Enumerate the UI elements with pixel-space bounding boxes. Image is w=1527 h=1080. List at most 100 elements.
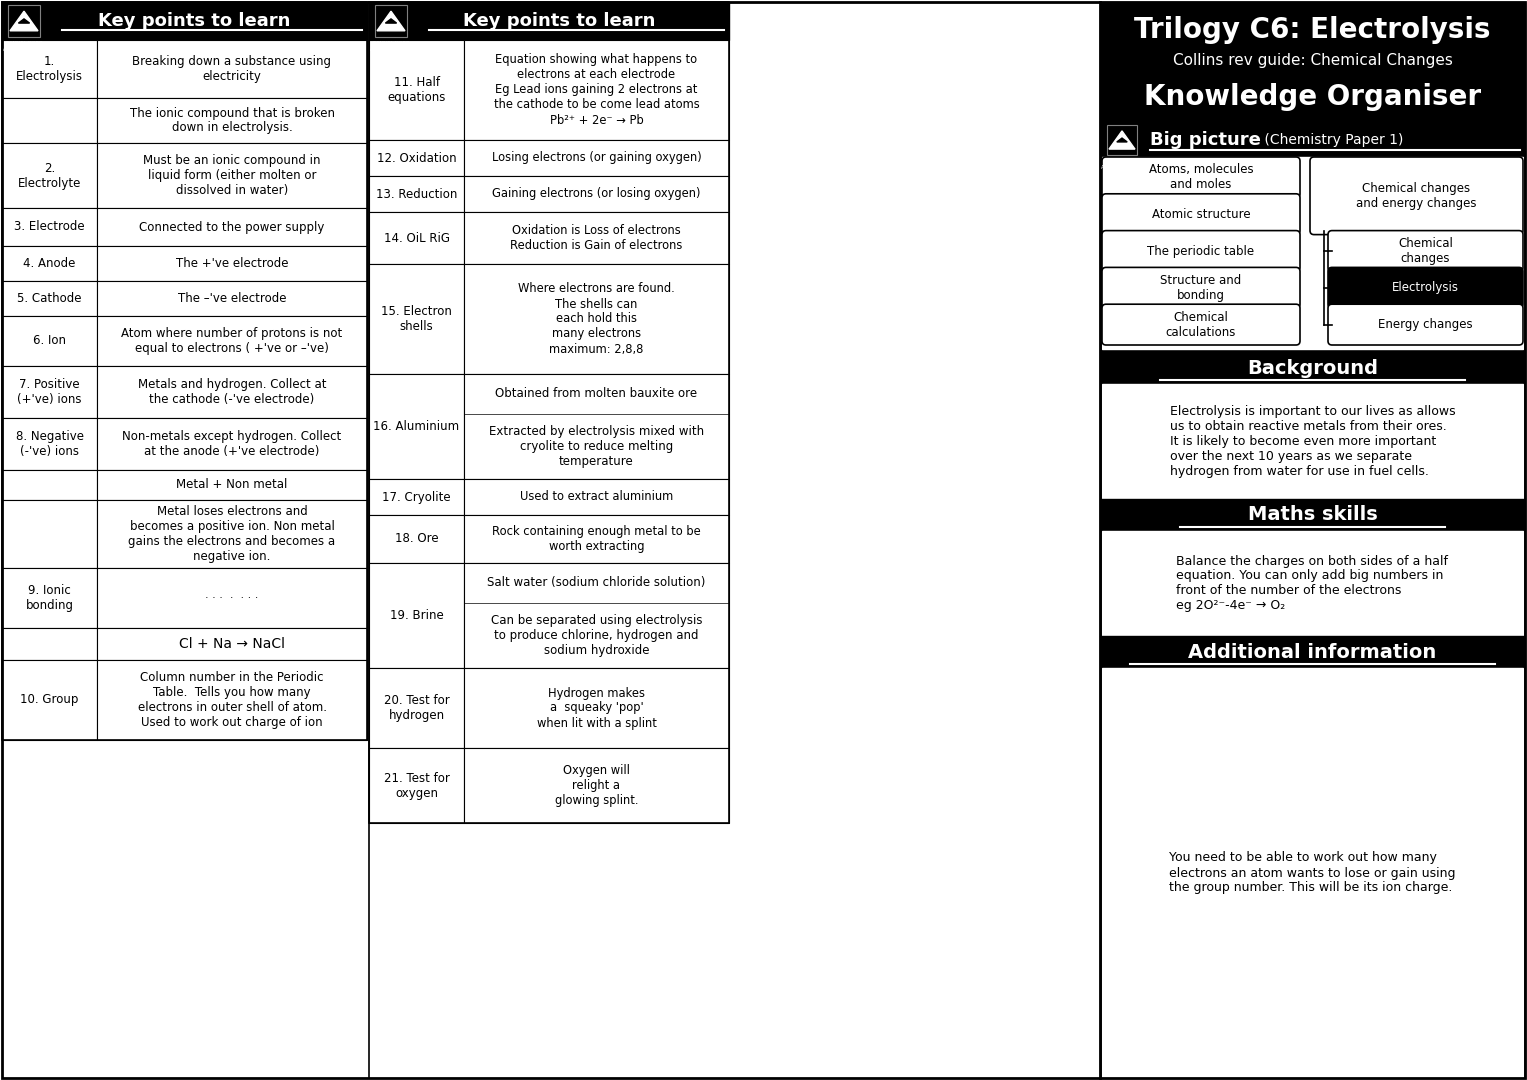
Bar — [370, 176, 464, 212]
FancyBboxPatch shape — [1102, 193, 1299, 234]
Bar — [2, 208, 98, 246]
Text: Used to extract aluminium: Used to extract aluminium — [519, 490, 673, 503]
Text: Electrolysis: Electrolysis — [1393, 281, 1458, 294]
Text: Key points to learn: Key points to learn — [98, 12, 290, 30]
Polygon shape — [1109, 131, 1135, 149]
Bar — [1107, 125, 1138, 156]
Bar — [2, 500, 98, 568]
Text: The periodic table: The periodic table — [1147, 244, 1255, 257]
Text: 8. Negative
(-'ve) ions: 8. Negative (-'ve) ions — [15, 430, 84, 458]
Bar — [98, 366, 366, 418]
Bar — [98, 316, 366, 366]
Bar — [376, 5, 408, 37]
Text: 16. Aluminium: 16. Aluminium — [374, 420, 460, 433]
Text: Equation showing what happens to
electrons at each electrode
Eg Lead ions gainin: Equation showing what happens to electro… — [493, 54, 699, 126]
FancyBboxPatch shape — [1328, 305, 1522, 345]
Bar — [1102, 384, 1522, 499]
Text: Losing electrons (or gaining oxygen): Losing electrons (or gaining oxygen) — [492, 151, 701, 164]
Text: Gaining electrons (or losing oxygen): Gaining electrons (or losing oxygen) — [492, 188, 701, 201]
Bar — [464, 140, 728, 176]
Bar — [370, 563, 464, 669]
Bar — [98, 281, 366, 316]
Text: Metals and hydrogen. Collect at
the cathode (-'ve electrode): Metals and hydrogen. Collect at the cath… — [137, 378, 327, 406]
Polygon shape — [11, 11, 38, 31]
Text: Collins rev guide: Chemical Changes: Collins rev guide: Chemical Changes — [1173, 53, 1452, 67]
Text: Chemical changes
and energy changes: Chemical changes and energy changes — [1356, 181, 1477, 210]
Bar — [1099, 636, 1525, 1078]
Bar — [464, 669, 728, 748]
Text: 14. OiL RiG: 14. OiL RiG — [383, 231, 449, 244]
Bar — [370, 140, 464, 176]
FancyBboxPatch shape — [1102, 305, 1299, 345]
Bar — [1099, 122, 1525, 352]
Bar — [370, 2, 728, 823]
Bar — [98, 208, 366, 246]
Text: SAMUEL WARD
ACADEMY TRUST: SAMUEL WARD ACADEMY TRUST — [3, 41, 44, 52]
Bar — [2, 98, 98, 143]
Text: Extracted by electrolysis mixed with
cryolite to reduce melting
temperature: Extracted by electrolysis mixed with cry… — [489, 424, 704, 468]
Text: Oxygen will
relight a
glowing splint.: Oxygen will relight a glowing splint. — [554, 764, 638, 807]
Text: 20. Test for
hydrogen: 20. Test for hydrogen — [383, 694, 449, 723]
Text: Metal + Non metal: Metal + Non metal — [176, 478, 287, 491]
Bar — [2, 246, 98, 281]
Text: Oxidation is Loss of electrons
Reduction is Gain of electrons: Oxidation is Loss of electrons Reduction… — [510, 224, 683, 252]
Text: 21. Test for
oxygen: 21. Test for oxygen — [383, 771, 449, 799]
Bar — [98, 470, 366, 500]
Text: Metal loses electrons and
becomes a positive ion. Non metal
gains the electrons : Metal loses electrons and becomes a posi… — [128, 505, 336, 563]
Bar — [98, 418, 366, 470]
Bar — [2, 418, 98, 470]
Bar — [370, 480, 464, 515]
Bar — [98, 660, 366, 740]
Text: Energy changes: Energy changes — [1379, 319, 1474, 332]
Bar — [370, 212, 464, 264]
Bar — [1099, 499, 1525, 636]
Text: Atom where number of protons is not
equal to electrons ( +'ve or –'ve): Atom where number of protons is not equa… — [121, 327, 342, 355]
Bar — [464, 40, 728, 140]
Text: 13. Reduction: 13. Reduction — [376, 188, 457, 201]
Text: 18. Ore: 18. Ore — [394, 532, 438, 545]
Text: Salt water (sodium chloride solution): Salt water (sodium chloride solution) — [487, 577, 705, 590]
Polygon shape — [377, 11, 405, 31]
Bar — [464, 176, 728, 212]
Text: Trilogy C6: Electrolysis: Trilogy C6: Electrolysis — [1135, 16, 1490, 44]
Bar — [1099, 2, 1525, 122]
Text: SAMUEL WARD
ACADEMY TRUST: SAMUEL WARD ACADEMY TRUST — [1101, 159, 1142, 170]
Bar — [464, 374, 728, 480]
Text: Connected to the power supply: Connected to the power supply — [139, 220, 325, 233]
Bar — [370, 264, 464, 374]
Bar — [464, 264, 728, 374]
Text: 9. Ionic
bonding: 9. Ionic bonding — [26, 584, 73, 612]
Bar — [464, 748, 728, 823]
Bar — [2, 40, 98, 98]
Text: 1.
Electrolysis: 1. Electrolysis — [15, 55, 82, 83]
Text: 7. Positive
(+'ve) ions: 7. Positive (+'ve) ions — [17, 378, 82, 406]
Bar — [2, 143, 98, 208]
Text: 10. Group: 10. Group — [20, 693, 79, 706]
Bar — [98, 246, 366, 281]
Bar — [2, 627, 98, 660]
Bar — [370, 748, 464, 823]
Bar — [464, 212, 728, 264]
Polygon shape — [1116, 138, 1127, 141]
Text: 3. Electrode: 3. Electrode — [14, 220, 86, 233]
Text: 12. Oxidation: 12. Oxidation — [377, 151, 457, 164]
Text: Balance the charges on both sides of a half
equation. You can only add big numbe: Balance the charges on both sides of a h… — [1176, 554, 1449, 612]
Text: Atoms, molecules
and moles: Atoms, molecules and moles — [1148, 163, 1254, 191]
Text: Must be an ionic compound in
liquid form (either molten or
dissolved in water): Must be an ionic compound in liquid form… — [144, 154, 321, 197]
Bar — [98, 500, 366, 568]
Bar — [370, 374, 464, 480]
Bar — [464, 563, 728, 669]
Bar — [464, 480, 728, 515]
Bar — [2, 568, 98, 627]
Bar — [370, 2, 728, 40]
Bar — [2, 281, 98, 316]
Text: Electrolysis is important to our lives as allows
us to obtain reactive metals fr: Electrolysis is important to our lives a… — [1170, 405, 1455, 478]
Bar — [464, 515, 728, 563]
FancyBboxPatch shape — [1102, 157, 1299, 198]
Text: 6. Ion: 6. Ion — [34, 335, 66, 348]
Text: 17. Cryolite: 17. Cryolite — [382, 490, 450, 503]
Text: Maths skills: Maths skills — [1248, 505, 1377, 525]
Text: Additional information: Additional information — [1188, 643, 1437, 661]
Text: Key points to learn: Key points to learn — [463, 12, 655, 30]
Bar — [1099, 352, 1525, 499]
